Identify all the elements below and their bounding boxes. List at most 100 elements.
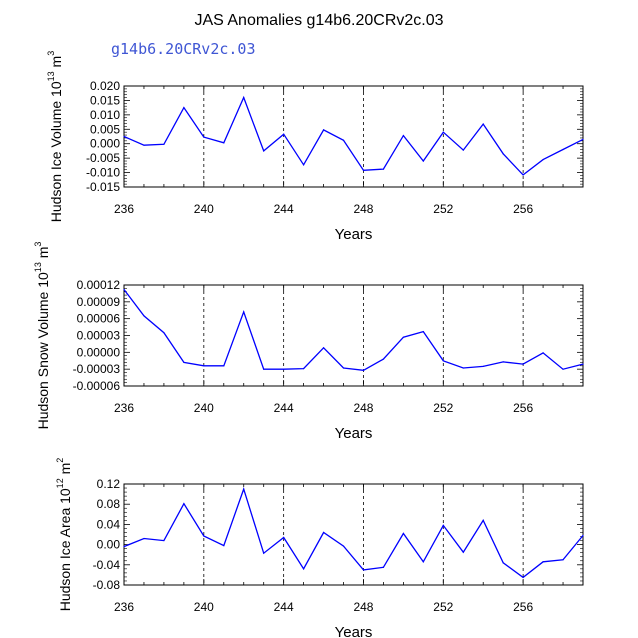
data-point-252 <box>442 360 444 362</box>
data-point-247 <box>342 367 345 369</box>
data-point-248 <box>362 169 365 171</box>
y-tick-label: 0.12 <box>97 477 121 491</box>
data-point-245 <box>303 568 305 570</box>
data-point-251 <box>422 330 424 333</box>
data-point-249 <box>382 566 385 568</box>
y-label-base: Hudson Snow Volume 10 <box>35 272 51 429</box>
data-point-256 <box>522 363 524 365</box>
x-tick-label: 248 <box>353 202 373 216</box>
data-point-247 <box>342 545 345 547</box>
y-tick-label: -0.00006 <box>73 379 121 393</box>
data-point-249 <box>382 168 385 170</box>
y-label-base: Hudson Ice Volume 10 <box>48 81 64 222</box>
x-tick-label: 236 <box>114 202 134 216</box>
panel-ice-volume: -0.015-0.010-0.0050.0000.0050.0100.0150.… <box>46 51 584 243</box>
data-point-251 <box>422 160 424 162</box>
data-point-256 <box>522 576 524 579</box>
x-tick-label: 240 <box>194 202 214 216</box>
y-label-exponent: 13 <box>33 262 43 272</box>
y-axis-label: Hudson Ice Area 1012 m2 <box>55 458 73 612</box>
y-tick-label: 0.005 <box>90 122 120 136</box>
y-tick-label: -0.010 <box>86 166 120 180</box>
data-point-239 <box>183 361 185 364</box>
data-point-254 <box>482 365 484 367</box>
x-tick-label: 256 <box>513 600 533 614</box>
data-point-253 <box>462 367 464 369</box>
y-tick-label: 0.04 <box>97 517 121 531</box>
y-tick-label: 0.00000 <box>77 345 121 359</box>
data-point-256 <box>522 174 524 176</box>
x-tick-label: 236 <box>114 401 134 415</box>
data-point-238 <box>163 332 165 334</box>
x-tick-label: 236 <box>114 600 134 614</box>
data-point-245 <box>303 368 305 370</box>
y-tick-label: 0.00009 <box>77 295 121 309</box>
data-point-241 <box>223 142 225 144</box>
y-tick-label: -0.00003 <box>73 362 121 376</box>
y-label-unit-exponent: 3 <box>46 51 56 56</box>
y-tick-label: -0.005 <box>86 151 120 165</box>
y-tick-label: 0.00003 <box>77 329 121 343</box>
data-point-239 <box>183 503 185 505</box>
data-point-243 <box>263 552 265 554</box>
data-point-246 <box>322 347 325 349</box>
data-point-257 <box>542 158 544 161</box>
x-tick-label: 248 <box>353 401 373 415</box>
data-point-244 <box>283 133 285 135</box>
x-tick-label: 256 <box>513 401 533 415</box>
data-point-248 <box>362 369 365 371</box>
data-point-245 <box>303 164 305 166</box>
data-point-239 <box>183 107 185 109</box>
y-tick-label: 0.00006 <box>77 312 121 326</box>
series-line <box>123 95 584 176</box>
case-label: g14b6.20CRv2c.03 <box>111 40 256 58</box>
x-tick-label: 252 <box>433 401 453 415</box>
y-tick-label: -0.015 <box>86 180 120 194</box>
x-tick-label: 248 <box>353 600 373 614</box>
data-point-240 <box>203 136 205 138</box>
data-point-237 <box>143 537 145 540</box>
data-point-255 <box>502 562 504 564</box>
data-point-238 <box>163 143 165 145</box>
y-label-exponent: 12 <box>55 478 65 488</box>
data-point-246 <box>322 531 325 534</box>
data-point-250 <box>402 135 404 137</box>
data-point-242 <box>243 96 245 99</box>
y-label-base: Hudson Ice Area 10 <box>57 488 73 611</box>
series-line <box>123 487 584 579</box>
y-label-unit: m <box>48 56 64 72</box>
x-tick-label: 240 <box>194 600 214 614</box>
y-axis-label: Hudson Snow Volume 1013 m3 <box>33 242 51 430</box>
x-tick-label: 252 <box>433 600 453 614</box>
data-point-258 <box>562 148 564 151</box>
y-label-unit: m <box>57 463 73 479</box>
data-point-236 <box>123 546 125 548</box>
data-point-259 <box>582 138 584 140</box>
data-point-255 <box>502 153 504 155</box>
data-point-259 <box>582 363 584 365</box>
y-tick-label: 0.020 <box>90 79 120 93</box>
data-point-250 <box>402 532 404 535</box>
data-point-240 <box>203 365 205 367</box>
data-point-248 <box>362 569 365 571</box>
plot-frame <box>123 483 584 586</box>
data-point-253 <box>462 551 464 553</box>
y-label-unit-exponent: 2 <box>55 458 65 463</box>
data-point-240 <box>203 535 205 537</box>
data-point-238 <box>163 539 165 542</box>
data-point-241 <box>223 365 225 367</box>
data-point-236 <box>123 288 125 291</box>
x-axis-label: Years <box>335 624 373 638</box>
data-point-246 <box>322 129 325 131</box>
data-point-259 <box>582 534 584 537</box>
x-tick-label: 252 <box>433 202 453 216</box>
chart-title: JAS Anomalies g14b6.20CRv2c.03 <box>194 12 443 29</box>
data-point-241 <box>223 545 225 547</box>
data-point-243 <box>263 150 265 152</box>
data-point-250 <box>402 336 404 338</box>
y-tick-label: 0.00 <box>97 538 121 552</box>
y-label-unit: m <box>35 247 51 263</box>
data-point-242 <box>243 311 245 313</box>
data-point-244 <box>283 368 285 370</box>
